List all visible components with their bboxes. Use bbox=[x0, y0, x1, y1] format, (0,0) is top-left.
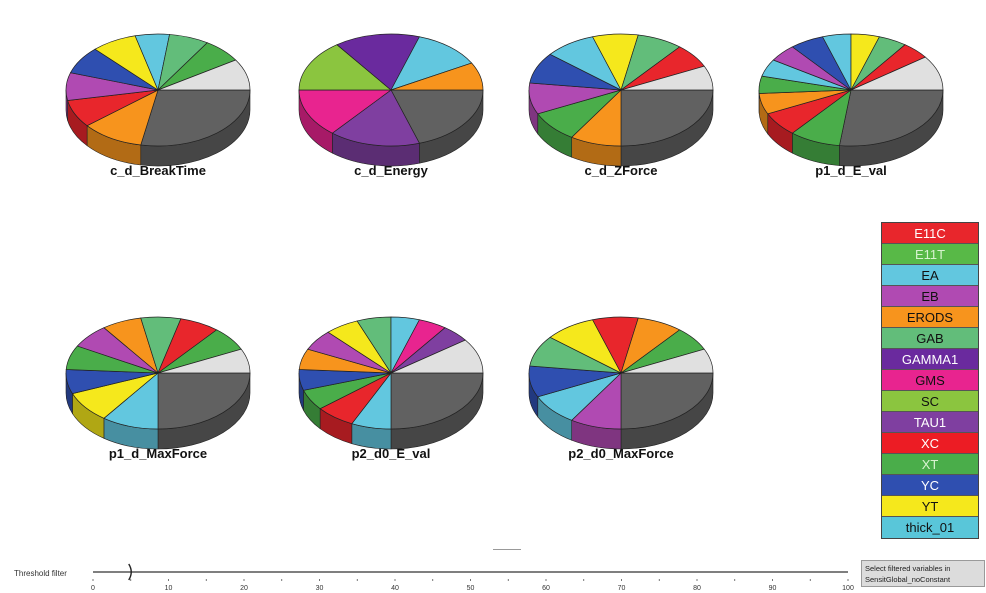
legend-item-EB[interactable]: EB bbox=[882, 286, 978, 307]
slider-tick-label: 100 bbox=[842, 585, 854, 592]
legend-item-XT[interactable]: XT bbox=[882, 454, 978, 475]
pie-chart-p2_d0_MaxForce: p2_d0_MaxForce bbox=[528, 316, 714, 461]
pie-title: p1_d_MaxForce bbox=[109, 446, 207, 461]
legend-item-SC[interactable]: SC bbox=[882, 391, 978, 412]
select-button-line1: Select filtered variables in bbox=[865, 564, 951, 573]
pie-slice-remainder[interactable] bbox=[839, 89, 944, 147]
pie-title: c_d_Energy bbox=[354, 163, 428, 178]
slider-tick-label: 30 bbox=[316, 585, 324, 592]
pie-slice-lid[interactable] bbox=[850, 56, 944, 91]
legend-item-ERODS[interactable]: ERODS bbox=[882, 307, 978, 328]
pie-chart-c_d_ZForce: c_d_ZForce bbox=[528, 33, 714, 178]
slider-tick-label: 10 bbox=[165, 585, 173, 592]
pie-slice-TAU1[interactable] bbox=[331, 89, 420, 147]
threshold-filter-label: Threshold filter bbox=[14, 569, 67, 578]
legend-item-GMS[interactable]: GMS bbox=[882, 370, 978, 391]
panel-splitter[interactable] bbox=[493, 549, 521, 550]
pie-chart-p1_d_E_val: p1_d_E_val bbox=[758, 33, 944, 178]
pie-chart-c_d_Energy: c_d_Energy bbox=[298, 33, 484, 178]
pie-slice-ERODS[interactable] bbox=[390, 62, 484, 91]
pie-slice-lid[interactable] bbox=[390, 339, 484, 374]
legend-item-XC[interactable]: XC bbox=[882, 433, 978, 454]
pie-slice-remainder[interactable] bbox=[390, 89, 484, 144]
slider-tick-label: 50 bbox=[467, 585, 475, 592]
pie-slice-lid[interactable] bbox=[620, 348, 714, 374]
pie-slice-remainder[interactable] bbox=[390, 372, 484, 430]
legend-item-TAU1[interactable]: TAU1 bbox=[882, 412, 978, 433]
pie-chart-p1_d_MaxForce: p1_d_MaxForce bbox=[65, 316, 251, 461]
slider-tick-label: 90 bbox=[769, 585, 777, 592]
legend-item-EA[interactable]: EA bbox=[882, 265, 978, 286]
slider-tick-label: 70 bbox=[618, 585, 626, 592]
slider-tick-label: 40 bbox=[391, 585, 399, 592]
pie-slice-remainder[interactable] bbox=[620, 89, 714, 147]
pie-slice-GMS[interactable] bbox=[298, 89, 393, 134]
pie-chart-p2_d0_E_val: p2_d0_E_val bbox=[298, 316, 484, 461]
pie-title: c_d_BreakTime bbox=[110, 163, 206, 178]
pie-title: p1_d_E_val bbox=[815, 163, 887, 178]
pie-slice-lid[interactable] bbox=[157, 348, 251, 374]
pie-slice-lid[interactable] bbox=[157, 59, 251, 91]
pie-slice-remainder[interactable] bbox=[157, 372, 251, 430]
legend: E11C E11T EA EB ERODS GAB GAMMA1 GMS SC TAU1 XC XT Y… bbox=[881, 222, 979, 539]
pie-slice-remainder[interactable] bbox=[620, 372, 714, 430]
legend-item-YC[interactable]: YC bbox=[882, 475, 978, 496]
slider-tick-label: 60 bbox=[542, 585, 550, 592]
legend-item-YT[interactable]: YT bbox=[882, 496, 978, 517]
slider-handle[interactable] bbox=[128, 563, 132, 581]
select-filtered-variables-button[interactable]: Select filtered variables in SensitGloba… bbox=[861, 560, 985, 587]
legend-item-E11T[interactable]: E11T bbox=[882, 244, 978, 265]
legend-item-GAMMA1[interactable]: GAMMA1 bbox=[882, 349, 978, 370]
pie-slice-GAMMA1[interactable] bbox=[336, 33, 420, 91]
slider-tick-label: 20 bbox=[240, 585, 248, 592]
pie-title: c_d_ZForce bbox=[585, 163, 658, 178]
pie-slice-lid[interactable] bbox=[620, 65, 714, 91]
pie-title: p2_d0_E_val bbox=[352, 446, 431, 461]
legend-item-thick_01[interactable]: thick_01 bbox=[882, 517, 978, 538]
select-button-line2: SensitGlobal_noConstant bbox=[865, 575, 951, 584]
slider-tick-label: 0 bbox=[91, 585, 95, 592]
slider-tick-label: 80 bbox=[693, 585, 701, 592]
legend-item-E11C[interactable]: E11C bbox=[882, 223, 978, 244]
threshold-slider[interactable]: 0 10 20 30 40 50 60 70 80 90 100 bbox=[86, 556, 858, 593]
pie-title: p2_d0_MaxForce bbox=[568, 446, 674, 461]
legend-item-GAB[interactable]: GAB bbox=[882, 328, 978, 349]
pie-slice-SC[interactable] bbox=[298, 44, 392, 91]
pie-chart-c_d_BreakTime: c_d_BreakTime bbox=[65, 33, 251, 178]
pie-slice-remainder[interactable] bbox=[140, 89, 251, 147]
pie-slice-EA[interactable] bbox=[390, 36, 473, 91]
